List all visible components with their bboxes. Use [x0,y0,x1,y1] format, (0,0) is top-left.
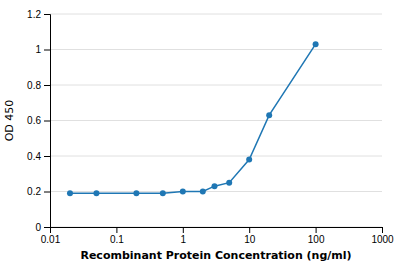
line [70,44,316,193]
point [211,183,217,189]
tick-mark [44,156,50,157]
point [246,157,252,163]
tick-label: 1 [35,44,41,55]
grid-line [50,49,382,50]
tick-mark [316,227,317,233]
tick: 1 [35,44,50,55]
tick: 0.01 [41,227,61,245]
point [266,112,272,118]
y-axis: 0 0.2 0.4 0.6 0.8 1 1.2 [27,9,50,233]
tick-label: 0.01 [41,234,61,245]
point [226,180,232,186]
axis-line [44,15,51,228]
marks [67,41,319,196]
tick: 1000 [371,227,394,245]
tick-label: 10 [244,234,256,245]
tick: 1 [181,227,187,245]
point [67,190,73,196]
y-axis-title: OD 450 [3,100,16,142]
tick-label: 0.6 [27,115,41,126]
grid [50,14,382,227]
tick-label: 0.8 [27,80,41,91]
point [160,190,166,196]
tick: 10 [244,227,256,245]
tick: 0 [35,222,50,233]
point [180,189,186,195]
tick-mark [44,14,50,15]
tick-mark [183,227,184,233]
tick-label: 100 [308,234,325,245]
tick: 0.2 [27,186,50,197]
x-axis: 0.01 0.1 1 10 100 1000 [41,227,394,245]
tick-mark [44,50,50,51]
point [313,41,319,47]
grid-line [50,14,382,15]
tick-label: 0.4 [27,151,41,162]
grid-line [50,191,382,192]
point [93,190,99,196]
tick: 0.1 [110,227,124,245]
chart: 0.01 0.1 1 10 100 1000 0 0.2 0.4 0.6 0.8 1 1.2 Recomb… [0,0,400,267]
tick-mark [382,227,383,233]
grid-line [50,120,382,121]
tick: 0.4 [27,151,50,162]
point [133,190,139,196]
tick-label: 1.2 [27,9,41,20]
x-axis-title: Recombinant Protein Concentration (ng/ml… [80,249,351,262]
tick-label: 0 [35,222,41,233]
axis-line [51,228,383,234]
tick-mark [44,121,50,122]
tick-mark [249,227,250,233]
tick-mark [44,192,50,193]
tick-mark [44,227,50,228]
tick: 1.2 [27,9,50,20]
tick-label: 1000 [371,234,394,245]
tick: 100 [308,227,325,245]
grid-line [50,85,382,86]
tick-label: 0.1 [110,234,124,245]
tick-label: 1 [181,234,187,245]
tick: 0.6 [27,115,50,126]
point [200,189,206,195]
grid-line [50,156,382,157]
tick: 0.8 [27,80,50,91]
tick-label: 0.2 [27,186,41,197]
tick-mark [116,227,117,233]
plot-area: 0.01 0.1 1 10 100 1000 0 0.2 0.4 0.6 0.8 1 1.2 [27,9,394,245]
tick-mark [44,85,50,86]
